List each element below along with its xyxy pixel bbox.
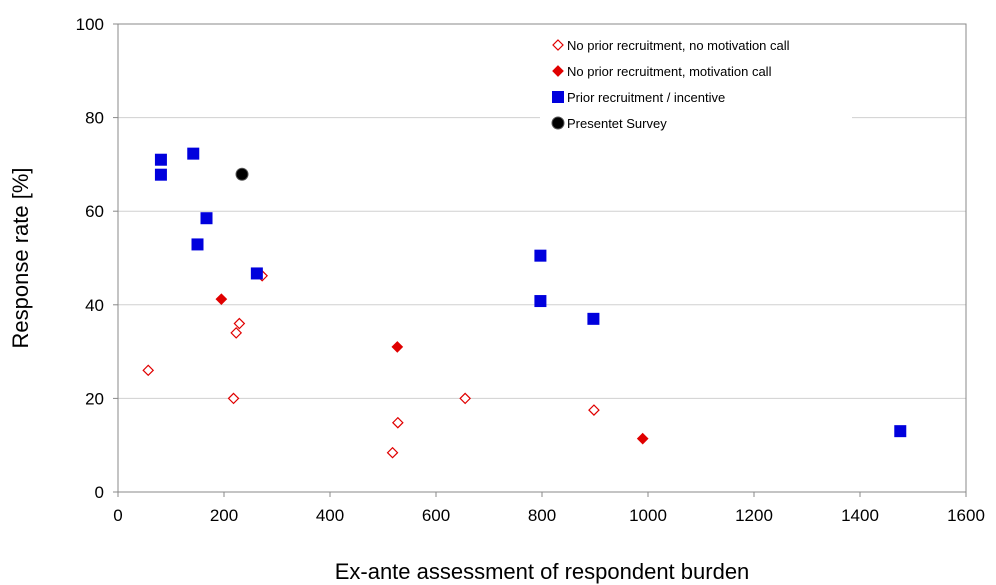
data-point <box>588 404 600 416</box>
data-point <box>230 327 243 339</box>
data-point <box>894 425 907 438</box>
x-axis-title: Ex-ante assessment of respondent burden <box>335 559 750 584</box>
legend-marker <box>552 91 564 103</box>
y-tick-label: 80 <box>85 109 104 128</box>
data-point <box>233 317 246 330</box>
legend-label: Prior recruitment / incentive <box>567 90 725 105</box>
legend-box <box>540 32 852 152</box>
data-point <box>187 147 200 160</box>
data-point <box>200 212 213 225</box>
x-tick-label: 1000 <box>629 506 667 525</box>
x-tick-label: 0 <box>113 506 122 525</box>
x-tick-labels: 0 200 400 600 800 1000 1200 1400 1600 <box>113 492 985 525</box>
data-point <box>587 312 600 325</box>
data-point <box>534 249 547 262</box>
y-tick-label: 60 <box>85 202 104 221</box>
x-tick-label: 200 <box>210 506 238 525</box>
data-point <box>391 341 404 353</box>
x-tick-label: 1400 <box>841 506 879 525</box>
y-tick-label: 40 <box>85 296 104 315</box>
data-point <box>235 167 249 181</box>
x-tick-label: 1600 <box>947 506 985 525</box>
legend-label: No prior recruitment, no motivation call <box>567 38 790 53</box>
legend-label: Presentet Survey <box>567 116 667 131</box>
x-tick-label: 1200 <box>735 506 773 525</box>
y-tick-label: 100 <box>76 15 104 34</box>
y-axis-title: Response rate [%] <box>8 168 33 349</box>
data-point <box>215 293 228 306</box>
y-tick-label: 20 <box>85 389 104 408</box>
data-point <box>154 168 167 181</box>
data-point <box>191 238 204 251</box>
legend-marker <box>552 39 564 51</box>
data-points <box>142 147 907 459</box>
legend-marker <box>552 65 564 77</box>
data-point <box>227 392 240 405</box>
data-point <box>154 153 167 166</box>
data-point <box>534 295 547 308</box>
data-point <box>636 432 649 445</box>
data-point <box>386 446 399 459</box>
legend-label: No prior recruitment, motivation call <box>567 64 772 79</box>
legend-marker <box>551 116 565 130</box>
data-point <box>459 392 471 405</box>
x-tick-label: 800 <box>528 506 556 525</box>
y-tick-label: 0 <box>95 483 104 502</box>
data-point <box>391 416 404 429</box>
data-point <box>142 364 155 377</box>
legend: No prior recruitment, no motivation call… <box>540 32 852 152</box>
y-tick-labels: 0 20 40 60 80 100 <box>76 15 118 502</box>
data-point <box>250 267 263 280</box>
x-tick-label: 400 <box>316 506 344 525</box>
x-tick-label: 600 <box>422 506 450 525</box>
